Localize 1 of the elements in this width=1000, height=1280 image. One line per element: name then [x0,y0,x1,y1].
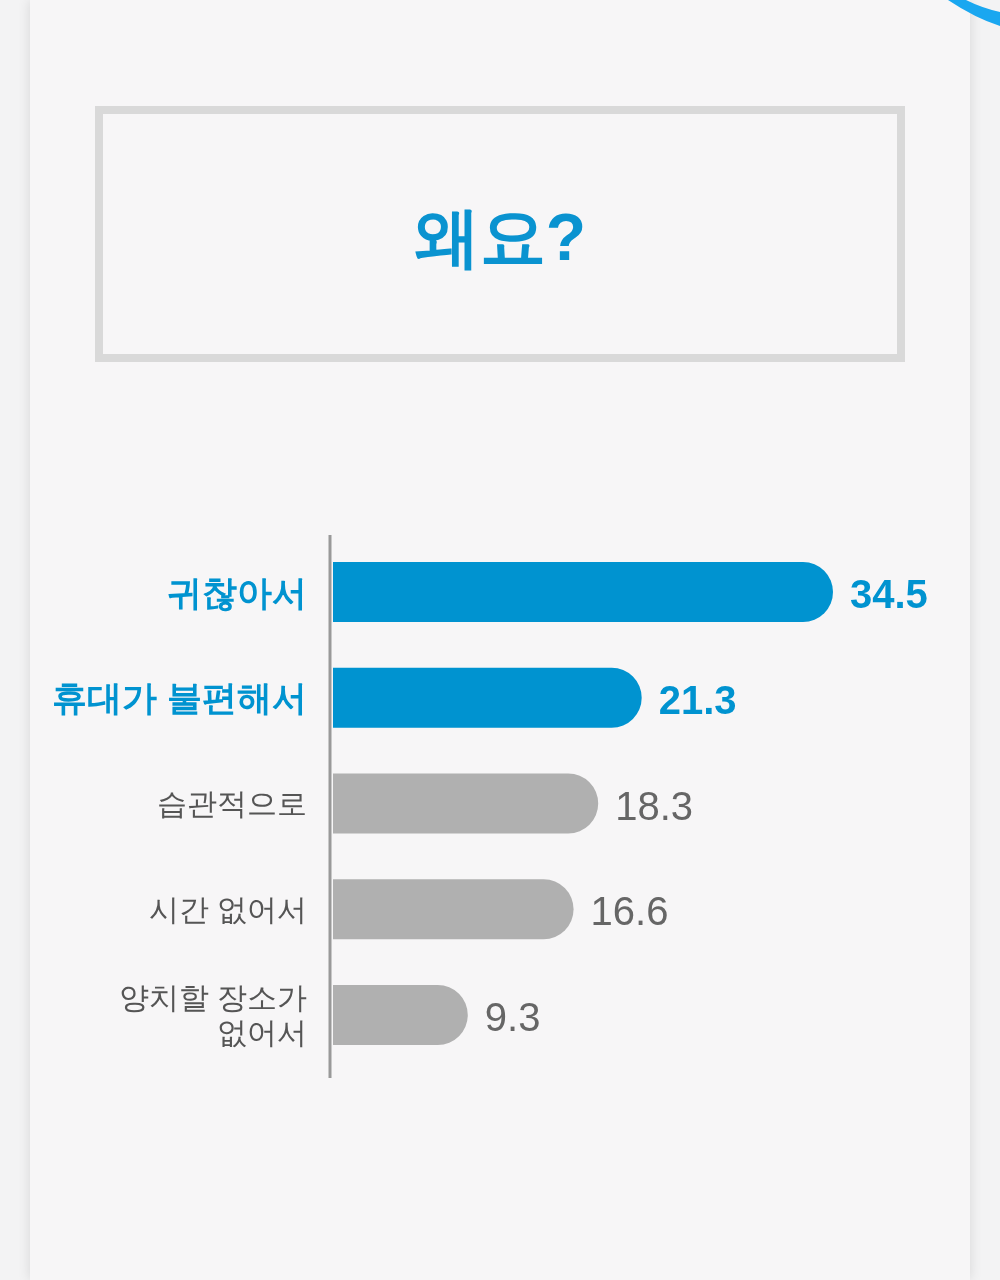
title: 왜요? [413,200,587,274]
